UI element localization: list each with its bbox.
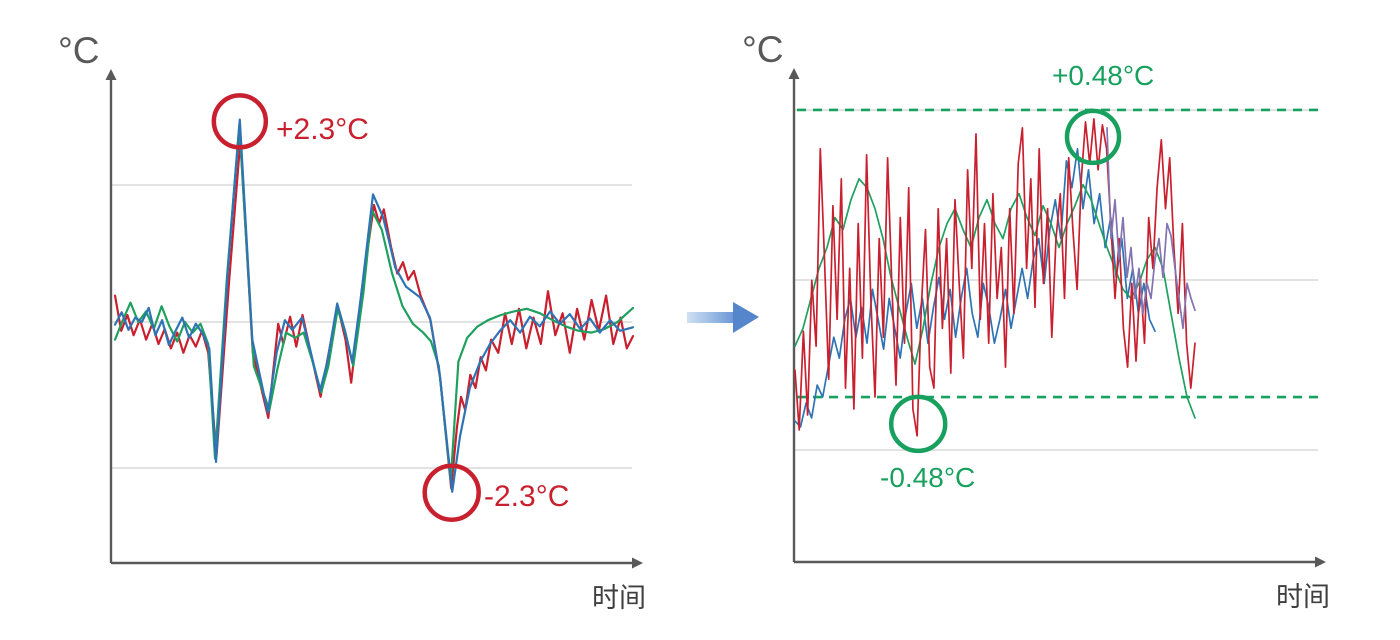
annotation-plus-0-48: +0.48°C xyxy=(1052,60,1155,91)
annotation-circle xyxy=(1064,108,1122,166)
annotation-plus-2-3: +2.3°C xyxy=(276,113,369,146)
x-axis-arrowhead xyxy=(1315,556,1326,568)
annotation-circle xyxy=(422,463,481,522)
right-y-axis-unit: °C xyxy=(742,29,784,70)
transition-arrow-icon xyxy=(687,302,759,333)
y-axis-arrowhead xyxy=(105,69,117,80)
sensor-blue-line xyxy=(113,118,635,493)
left-y-axis-unit: °C xyxy=(58,30,100,71)
y-axis-arrowhead xyxy=(788,68,800,79)
sensor-red-line xyxy=(794,118,1196,437)
annotation-minus-0-48: -0.48°C xyxy=(880,462,976,493)
annotation-minus-2-3: -2.3°C xyxy=(484,480,570,513)
sensor-green-line xyxy=(794,177,1196,419)
left-x-axis-label: 时间 xyxy=(592,583,646,613)
annotation-circle xyxy=(888,394,948,454)
x-axis-arrowhead xyxy=(632,557,643,569)
right-x-axis-label: 时间 xyxy=(1276,582,1330,612)
annotation-circle xyxy=(211,93,269,150)
sensor-purple-line xyxy=(1106,127,1196,330)
